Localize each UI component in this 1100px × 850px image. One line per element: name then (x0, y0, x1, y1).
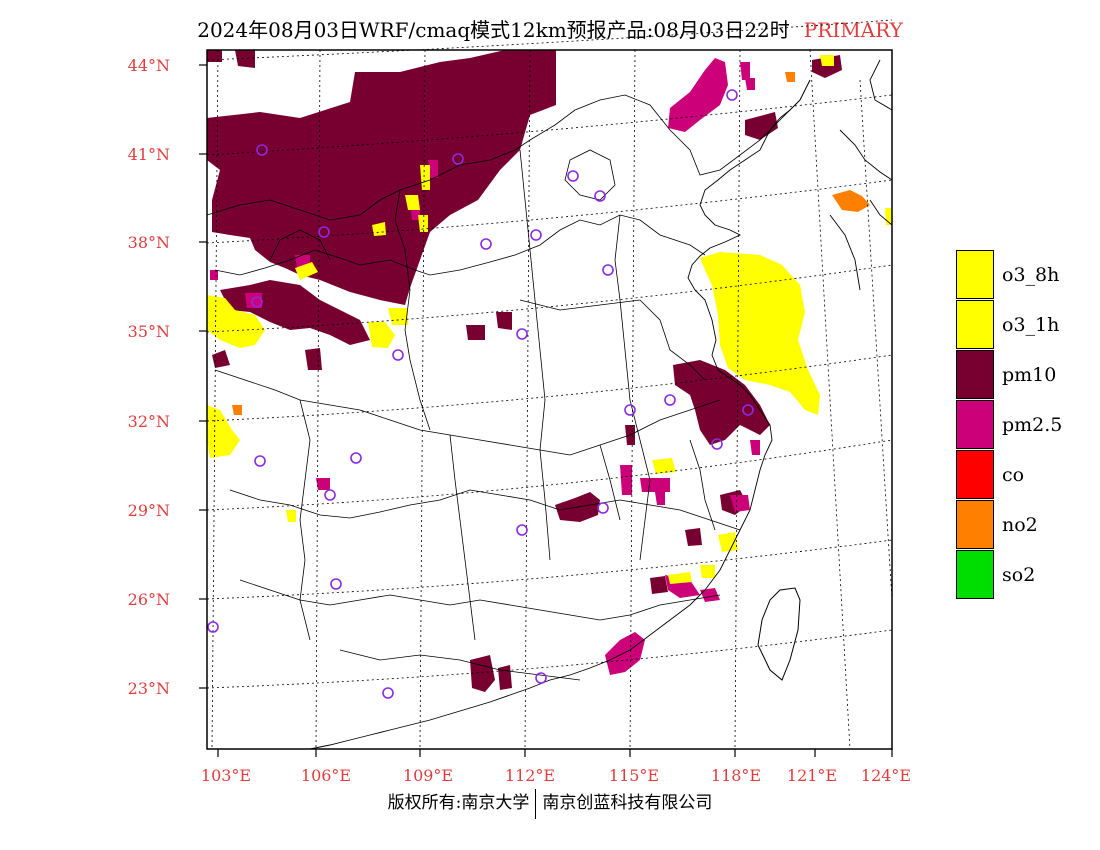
no2-field (232, 72, 870, 415)
lon-label-121e: 121°E (786, 766, 838, 785)
station-marker (742, 404, 754, 416)
station-marker (318, 226, 330, 238)
station-marker (516, 524, 528, 536)
copyright-left: 版权所有:南京大学 (387, 793, 530, 813)
legend-label: o3_8h (1002, 264, 1060, 286)
lon-label-106e: 106°E (300, 766, 352, 785)
legend-swatch (956, 250, 994, 299)
lat-label-38n: 38°N (127, 233, 170, 252)
map-frame (206, 49, 893, 750)
graticule (206, 19, 893, 750)
station-marker (530, 229, 542, 241)
legend-label: so2 (1002, 564, 1036, 586)
legend-item-co: co (956, 450, 1086, 500)
lon-label-124e: 124°E (860, 766, 912, 785)
station-marker (207, 621, 219, 633)
taiwan-island (757, 587, 801, 681)
lat-label-35n: 35°N (127, 322, 170, 341)
legend-label: pm10 (1002, 364, 1057, 386)
station-marker (480, 238, 492, 250)
station-marker (597, 502, 609, 514)
legend-swatch (956, 550, 994, 599)
province-boundaries (206, 79, 811, 681)
station-marker (516, 328, 528, 340)
lon-label-112e: 112°E (504, 766, 556, 785)
station-marker (624, 404, 636, 416)
copyright-divider (535, 788, 537, 819)
copyright: 版权所有:南京大学 南京创蓝科技有限公司 (0, 788, 1100, 819)
lon-label-109e: 109°E (402, 766, 454, 785)
lat-label-44n: 44°N (127, 56, 170, 75)
legend-label: o3_1h (1002, 314, 1060, 336)
station-marker (594, 190, 606, 202)
legend-label: no2 (1002, 514, 1038, 536)
station-marker (392, 349, 404, 361)
station-marker (567, 170, 579, 182)
legend-swatch (956, 400, 994, 449)
station-marker (256, 144, 268, 156)
legend-item-no2: no2 (956, 500, 1086, 550)
station-marker (324, 489, 336, 501)
station-marker (535, 672, 547, 684)
map-title: 2024年08月03日WRF/cmaq模式12km预报产品:08月03日22时 P… (0, 14, 1100, 43)
legend-item-o3-1h: o3_1h (956, 300, 1086, 350)
lon-label-103e: 103°E (200, 766, 252, 785)
legend-item-so2: so2 (956, 550, 1086, 600)
map-title-main: 2024年08月03日WRF/cmaq模式12km预报产品:08月03日22时 (197, 18, 790, 42)
legend-item-pm10: pm10 (956, 350, 1086, 400)
legend-swatch (956, 450, 994, 499)
lat-label-32n: 32°N (127, 412, 170, 431)
stations (207, 89, 754, 699)
station-marker (726, 89, 738, 101)
legend-swatch (956, 350, 994, 399)
station-marker (711, 438, 723, 450)
station-marker (664, 394, 676, 406)
legend-swatch (956, 300, 994, 349)
copyright-right: 南京创蓝科技有限公司 (542, 793, 713, 813)
lat-label-26n: 26°N (127, 590, 170, 609)
lon-label-118e: 118°E (710, 766, 762, 785)
lat-label-23n: 23°N (127, 679, 170, 698)
legend-swatch (956, 500, 994, 549)
station-marker (330, 578, 342, 590)
pm10-field (207, 50, 842, 692)
station-marker (350, 452, 362, 464)
lon-label-115e: 115°E (608, 766, 660, 785)
station-marker (251, 296, 263, 308)
station-marker (382, 687, 394, 699)
station-marker (602, 264, 614, 276)
lat-label-29n: 29°N (127, 501, 170, 520)
station-marker (452, 153, 464, 165)
axis-ticks (199, 64, 893, 757)
legend-label: pm2.5 (1002, 414, 1063, 436)
lat-label-41n: 41°N (127, 145, 170, 164)
station-marker (254, 455, 266, 467)
legend-item-o3-8h: o3_8h (956, 250, 1086, 300)
legend-item-pm25: pm2.5 (956, 400, 1086, 450)
legend-label: co (1002, 464, 1025, 486)
map-title-tag: PRIMARY (803, 18, 903, 42)
legend: o3_8h o3_1h pm10 pm2.5 co no2 so2 (956, 250, 1086, 600)
